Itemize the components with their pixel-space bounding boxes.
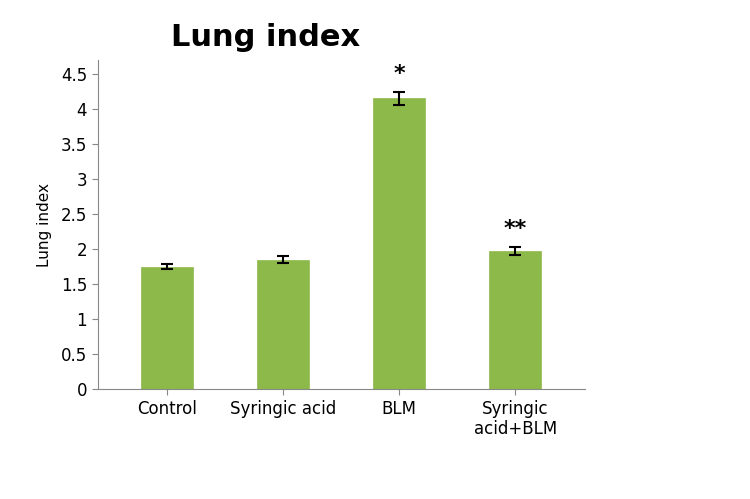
Bar bbox=[374, 98, 425, 389]
Text: *: * bbox=[394, 64, 405, 84]
Bar bbox=[257, 259, 309, 389]
Bar bbox=[141, 266, 194, 389]
Bar bbox=[489, 251, 542, 389]
Text: Lung index: Lung index bbox=[170, 23, 360, 52]
Y-axis label: Lung index: Lung index bbox=[38, 183, 52, 266]
Text: **: ** bbox=[504, 219, 527, 239]
